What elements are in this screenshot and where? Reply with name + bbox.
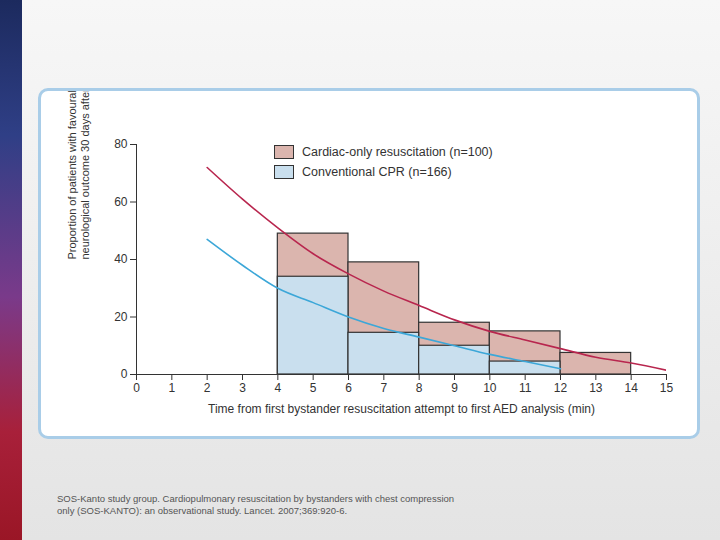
svg-text:2: 2 xyxy=(204,381,211,395)
svg-text:80: 80 xyxy=(114,137,128,151)
svg-text:Time from first bystander resu: Time from first bystander resuscitation … xyxy=(208,402,595,416)
svg-text:3: 3 xyxy=(239,381,246,395)
html-text:Cardiac-only resuscitation (n=: Cardiac-only resuscitation (n=100) xyxy=(302,145,493,159)
svg-text:9: 9 xyxy=(451,381,458,395)
svg-text:20: 20 xyxy=(114,310,128,324)
svg-text:15: 15 xyxy=(660,381,674,395)
svg-text:0: 0 xyxy=(133,381,140,395)
svg-text:1: 1 xyxy=(168,381,175,395)
html-text:SOS-Kanto study group. Cardiop: SOS-Kanto study group. Cardiopulmonary r… xyxy=(57,493,455,516)
svg-text:Proportion of patients with fa: Proportion of patients with favourablene… xyxy=(66,91,91,260)
svg-text:11: 11 xyxy=(519,381,532,395)
svg-text:6: 6 xyxy=(345,381,352,395)
svg-text:14: 14 xyxy=(624,381,638,395)
svg-text:8: 8 xyxy=(416,381,423,395)
svg-text:60: 60 xyxy=(114,195,128,209)
svg-text:12: 12 xyxy=(554,381,568,395)
svg-text:0: 0 xyxy=(121,367,128,381)
svg-text:10: 10 xyxy=(483,381,497,395)
html-text:Conventional CPR (n=166): Conventional CPR (n=166) xyxy=(302,165,452,179)
svg-text:7: 7 xyxy=(380,381,387,395)
svg-text:40: 40 xyxy=(114,252,128,266)
svg-text:5: 5 xyxy=(310,381,317,395)
svg-text:4: 4 xyxy=(274,381,281,395)
svg-text:13: 13 xyxy=(589,381,603,395)
